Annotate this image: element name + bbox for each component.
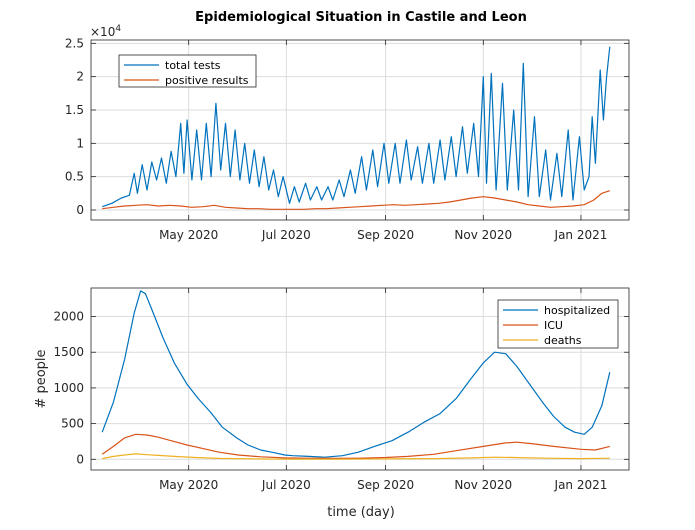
y-exponent-label: ×104 (90, 24, 121, 39)
y-tick-label: 1.5 (65, 103, 84, 117)
x-tick-label: Nov 2020 (454, 228, 512, 242)
legend-label: positive results (165, 74, 249, 87)
x-tick-label: Jan 2021 (554, 228, 608, 242)
x-tick-label: Jul 2020 (261, 228, 311, 242)
bottom-panel: May 2020 Jul 2020 Sep 2020 Nov 2020 Jan 2021… (34, 287, 630, 492)
x-tick-label: May 2020 (159, 228, 218, 242)
top-panel: May 2020 Jul 2020 Sep 2020 Nov 2020 Jan 2021… (65, 24, 630, 242)
legend-label: hospitalized (544, 304, 610, 317)
y-tick-label: 0.5 (65, 170, 84, 184)
series-line-deaths (102, 453, 610, 460)
y-tick-label: 2 (76, 70, 84, 84)
legend-label: deaths (544, 334, 582, 347)
y-axis-label: # people (34, 349, 49, 408)
series-line-icu (101, 433, 610, 459)
y-tick-label: 1500 (53, 345, 84, 359)
legend-label: total tests (165, 59, 221, 72)
y-tick-label: 1000 (53, 381, 84, 395)
x-tick-label: Nov 2020 (454, 478, 512, 492)
y-tick-label: 0 (76, 203, 84, 217)
x-tick-label: Jul 2020 (261, 478, 311, 492)
legend-box (118, 54, 257, 88)
y-tick-label: 2.5 (65, 36, 84, 50)
x-tick-label: May 2020 (159, 478, 218, 492)
series-line-hospitalized (101, 290, 611, 458)
y-tick-label: 500 (61, 417, 84, 431)
x-tick-label: Sep 2020 (357, 228, 414, 242)
y-tick-label: 2000 (53, 310, 84, 324)
y-tick-label: 1 (76, 136, 84, 150)
axes-box (90, 287, 630, 471)
y-tick-label: 0 (76, 452, 84, 466)
series-line-total-tests (101, 46, 611, 208)
figure-xlabel: time (day) (327, 505, 395, 520)
x-tick-label: Jan 2021 (554, 478, 608, 492)
axes-box (90, 39, 630, 221)
x-tick-label: Sep 2020 (357, 478, 414, 492)
figure-title: Epidemiological Situation in Castile and… (195, 10, 527, 25)
series-line-positive-results (102, 190, 610, 210)
legend-label: ICU (544, 319, 563, 332)
